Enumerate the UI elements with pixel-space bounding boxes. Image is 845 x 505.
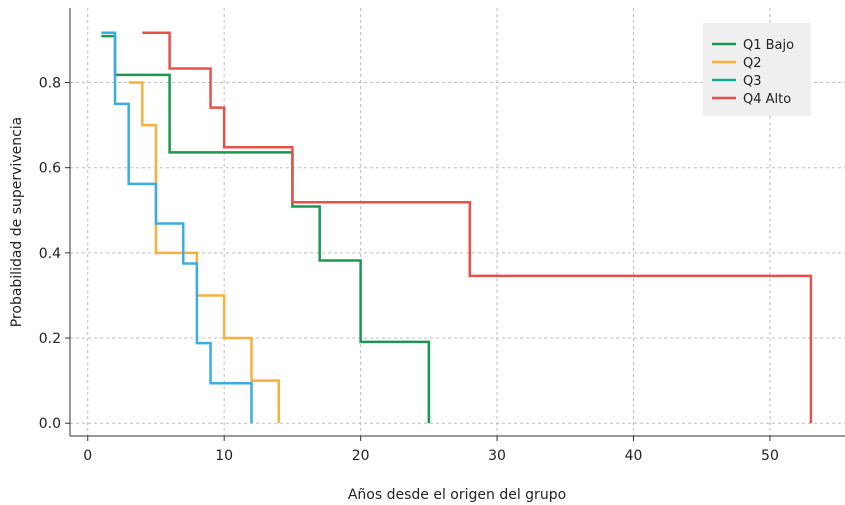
x-tick-label: 0 xyxy=(83,448,92,464)
series-line-4 xyxy=(142,31,813,424)
x-tick-label: 40 xyxy=(625,448,643,464)
legend-label-2: Q2 xyxy=(743,56,762,71)
legend: Q1 Bajo Q2 Q3 Q4 Alto xyxy=(703,23,811,116)
x-tick-label: 30 xyxy=(488,448,506,464)
legend-label-1: Q1 Bajo xyxy=(743,38,794,53)
y-tick-label: 0.0 xyxy=(39,416,61,432)
x-tick-label: 10 xyxy=(215,448,233,464)
y-tick-label: 0.8 xyxy=(39,76,61,92)
y-tick-label: 0.6 xyxy=(39,161,61,177)
legend-label-3: Q3 xyxy=(743,74,762,89)
x-tick-label: 20 xyxy=(352,448,370,464)
legend-box xyxy=(703,23,811,116)
y-tick-label: 0.2 xyxy=(39,331,61,347)
y-axis-title: Probabilidad de supervivencia xyxy=(9,117,25,328)
grid xyxy=(70,8,845,436)
ticks: 0 10 20 30 40 50 0.0 0.2 0.4 0.6 0.8 xyxy=(39,76,779,464)
x-tick-label: 50 xyxy=(761,448,779,464)
axes xyxy=(69,8,845,437)
series-line-3 xyxy=(101,31,253,424)
legend-label-4: Q4 Alto xyxy=(743,92,791,107)
y-tick-label: 0.4 xyxy=(39,246,61,262)
series-lines xyxy=(101,31,813,424)
x-axis-title: Años desde el origen del grupo xyxy=(348,487,566,503)
